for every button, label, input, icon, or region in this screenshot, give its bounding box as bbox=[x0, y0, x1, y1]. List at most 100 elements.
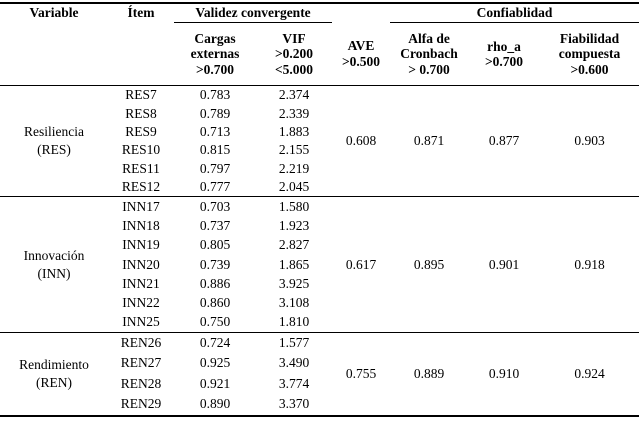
table-row: RES11 0.797 2.219 bbox=[0, 160, 639, 178]
ave-cell: 0.755 bbox=[345, 365, 377, 381]
section-rendimiento: Rendimiento (REN) REN26 0.724 1.577 0.75… bbox=[0, 332, 639, 416]
reliability-group-header: Confiablidad bbox=[390, 3, 639, 23]
loading-cell: 0.815 bbox=[199, 142, 231, 158]
section-innovacion: Innovación (INN) INN17 0.703 1.580 0.617… bbox=[0, 196, 639, 332]
loading-cell: 0.724 bbox=[199, 334, 231, 350]
vif-cell: 2.339 bbox=[278, 105, 310, 121]
variable-cell: Innovación (INN) bbox=[23, 247, 85, 281]
item-cell: RES9 bbox=[125, 123, 157, 139]
rho-a-cell: 0.877 bbox=[488, 133, 520, 149]
vif-cell: 2.374 bbox=[278, 87, 310, 103]
table-row: INN22 0.860 3.108 bbox=[0, 293, 639, 312]
item-cell: INN17 bbox=[122, 198, 160, 214]
table-row: INN20 0.739 1.865 bbox=[0, 255, 639, 274]
header-group-row: Variable Ítem Validez convergente Confia… bbox=[0, 3, 639, 86]
table-row: Innovación (INN) INN17 0.703 1.580 0.617… bbox=[0, 197, 639, 281]
section-resiliencia: Resiliencia (RES) RES7 0.783 2.374 0.608… bbox=[0, 85, 639, 197]
item-cell: INN20 bbox=[122, 256, 160, 272]
cronbach-alpha-cell: 0.871 bbox=[413, 133, 445, 149]
table-row: INN18 0.737 1.923 bbox=[0, 217, 639, 236]
item-cell: RES11 bbox=[122, 160, 160, 176]
vif-cell: 2.219 bbox=[278, 160, 310, 176]
loading-cell: 0.713 bbox=[199, 123, 231, 139]
item-cell: REN26 bbox=[120, 334, 162, 350]
item-cell: INN22 bbox=[122, 294, 160, 310]
item-cell: INN25 bbox=[122, 314, 160, 330]
cronbach-alpha-cell: 0.889 bbox=[413, 365, 445, 381]
loading-cell: 0.777 bbox=[199, 179, 231, 195]
table-row: INN25 0.750 1.810 bbox=[0, 312, 639, 332]
item-cell: RES7 bbox=[125, 87, 157, 103]
loading-cell: 0.797 bbox=[199, 160, 231, 176]
rho-a-column-header: rho_a >0.700 bbox=[468, 22, 541, 86]
table-row: INN21 0.886 3.925 bbox=[0, 274, 639, 293]
loading-cell: 0.789 bbox=[199, 105, 231, 121]
item-cell: RES10 bbox=[121, 142, 161, 158]
table-row: REN27 0.925 3.490 bbox=[0, 353, 639, 374]
table-row: RES10 0.815 2.155 bbox=[0, 141, 639, 159]
table-row: INN19 0.805 2.827 bbox=[0, 236, 639, 255]
vif-cell: 1.865 bbox=[278, 256, 310, 272]
cronbach-alpha-cell: 0.895 bbox=[413, 256, 445, 272]
loading-cell: 0.890 bbox=[199, 396, 231, 412]
loading-cell: 0.703 bbox=[199, 198, 231, 214]
item-cell: RES12 bbox=[121, 179, 161, 195]
vif-cell: 2.045 bbox=[278, 179, 310, 195]
item-cell: RES8 bbox=[125, 105, 157, 121]
ave-column-header: AVE >0.500 bbox=[332, 22, 391, 86]
table-row: RES8 0.789 2.339 bbox=[0, 104, 639, 122]
header-sub-row: Cargas externas >0.700 VIF >0.200 <5.000… bbox=[0, 22, 639, 86]
composite-reliability-cell: 0.918 bbox=[574, 256, 605, 272]
loading-cell: 0.860 bbox=[199, 294, 231, 310]
vif-cell: 3.490 bbox=[278, 355, 310, 371]
cronbach-alpha-column-header: Alfa de Cronbach > 0.700 bbox=[390, 22, 469, 86]
item-column-header: Ítem bbox=[108, 3, 174, 86]
loading-cell: 0.805 bbox=[199, 237, 231, 253]
loading-cell: 0.737 bbox=[199, 218, 231, 234]
variable-column-header: Variable bbox=[0, 3, 108, 86]
vif-cell: 1.923 bbox=[278, 218, 310, 234]
rho-a-cell: 0.901 bbox=[488, 256, 520, 272]
table-row: Resiliencia (RES) RES7 0.783 2.374 0.608… bbox=[0, 86, 639, 157]
composite-reliability-column-header: Fiabilidad compuesta >0.600 bbox=[540, 22, 639, 86]
item-cell: REN29 bbox=[120, 396, 162, 412]
table-row: RES12 0.777 2.045 bbox=[0, 178, 639, 197]
item-cell: REN28 bbox=[120, 375, 162, 391]
outer-loadings-column-header: Cargas externas >0.700 bbox=[174, 22, 256, 86]
vif-cell: 1.577 bbox=[278, 334, 310, 350]
vif-cell: 2.827 bbox=[278, 237, 310, 253]
item-cell: INN18 bbox=[122, 218, 160, 234]
item-cell: INN21 bbox=[122, 275, 160, 291]
vif-cell: 3.925 bbox=[278, 275, 310, 291]
vif-cell: 1.580 bbox=[278, 198, 310, 214]
vif-cell: 1.810 bbox=[278, 314, 310, 330]
loading-cell: 0.750 bbox=[199, 314, 231, 330]
vif-cell: 2.155 bbox=[278, 142, 310, 158]
vif-cell: 3.774 bbox=[278, 375, 310, 391]
vif-cell: 3.108 bbox=[278, 294, 310, 310]
loading-cell: 0.921 bbox=[199, 375, 231, 391]
vif-cell: 3.370 bbox=[278, 396, 310, 412]
table-row: Rendimiento (REN) REN26 0.724 1.577 0.75… bbox=[0, 332, 639, 389]
loading-cell: 0.886 bbox=[199, 275, 231, 291]
vif-column-header: VIF >0.200 <5.000 bbox=[256, 22, 333, 86]
table-header: Variable Ítem Validez convergente Confia… bbox=[0, 3, 639, 86]
validity-reliability-table: Variable Ítem Validez convergente Confia… bbox=[0, 2, 639, 417]
item-cell: INN19 bbox=[122, 237, 160, 253]
rho-a-cell: 0.910 bbox=[488, 365, 520, 381]
ave-cell: 0.608 bbox=[345, 133, 377, 149]
composite-reliability-cell: 0.924 bbox=[574, 365, 605, 381]
loading-cell: 0.783 bbox=[199, 87, 231, 103]
table-row: REN29 0.890 3.370 bbox=[0, 394, 639, 416]
vif-cell: 1.883 bbox=[278, 123, 310, 139]
loading-cell: 0.739 bbox=[199, 256, 231, 272]
variable-cell: Rendimiento (REN) bbox=[19, 356, 89, 390]
ave-cell: 0.617 bbox=[345, 256, 377, 272]
composite-reliability-cell: 0.903 bbox=[574, 133, 605, 149]
loading-cell: 0.925 bbox=[199, 355, 231, 371]
variable-cell: Resiliencia (RES) bbox=[24, 124, 84, 158]
table-row: REN28 0.921 3.774 bbox=[0, 374, 639, 395]
table-row: RES9 0.713 1.883 bbox=[0, 123, 639, 141]
convergent-validity-group-header: Validez convergente bbox=[174, 3, 333, 23]
